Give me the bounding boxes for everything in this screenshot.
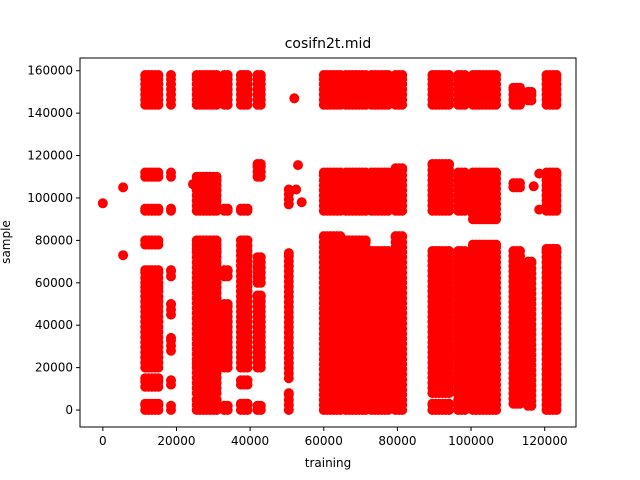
data-point bbox=[222, 203, 233, 214]
data-point bbox=[283, 184, 294, 195]
x-axis-label: training bbox=[305, 456, 352, 470]
data-point bbox=[459, 246, 470, 256]
y-tick-label: 100000 bbox=[27, 191, 73, 205]
data-point bbox=[97, 198, 108, 209]
data-point bbox=[153, 203, 164, 214]
data-point bbox=[534, 168, 545, 179]
x-tick-label: 40000 bbox=[231, 434, 269, 448]
data-point bbox=[222, 400, 233, 411]
data-point bbox=[515, 178, 525, 189]
y-tick-label: 0 bbox=[65, 403, 73, 417]
data-point bbox=[166, 203, 176, 214]
data-point bbox=[360, 235, 371, 246]
y-tick-label: 60000 bbox=[35, 276, 73, 290]
data-point bbox=[444, 398, 454, 409]
y-axis: 0 20000 40000 60000 80000 100000 120000 140000 1… bbox=[27, 64, 80, 417]
y-tick-label: 20000 bbox=[35, 361, 73, 375]
data-point bbox=[222, 265, 233, 276]
data-point bbox=[211, 70, 222, 80]
data-point bbox=[397, 70, 408, 80]
data-point bbox=[118, 182, 129, 193]
x-tick-label: 120000 bbox=[522, 434, 568, 448]
data-point bbox=[551, 243, 562, 254]
data-points bbox=[97, 70, 562, 415]
data-point bbox=[188, 179, 198, 190]
data-point bbox=[397, 231, 408, 242]
data-point bbox=[459, 70, 470, 80]
data-point bbox=[222, 70, 233, 80]
data-point bbox=[383, 246, 394, 256]
data-point bbox=[166, 332, 176, 343]
data-point bbox=[242, 398, 253, 409]
y-tick-label: 80000 bbox=[35, 233, 73, 247]
data-point bbox=[255, 70, 266, 80]
data-point bbox=[166, 400, 176, 411]
y-axis-label: sample bbox=[0, 220, 13, 264]
data-point bbox=[444, 159, 454, 169]
x-tick-label: 100000 bbox=[448, 434, 494, 448]
x-axis: 0 20000 40000 60000 80000 100000 120000 bbox=[99, 427, 568, 448]
data-point bbox=[255, 159, 266, 169]
plot-area-frame bbox=[79, 57, 577, 428]
data-point bbox=[296, 197, 307, 208]
data-point bbox=[515, 246, 525, 256]
data-point bbox=[526, 256, 537, 267]
data-point bbox=[515, 82, 525, 93]
data-point bbox=[491, 167, 502, 178]
data-point bbox=[153, 70, 164, 80]
y-tick-label: 120000 bbox=[27, 149, 73, 163]
data-point bbox=[289, 93, 300, 104]
data-point bbox=[491, 239, 502, 250]
data-point bbox=[153, 235, 164, 246]
data-point bbox=[153, 265, 164, 276]
data-point bbox=[153, 167, 164, 178]
data-point bbox=[283, 248, 294, 259]
data-point bbox=[211, 235, 222, 246]
data-point bbox=[283, 388, 294, 399]
y-tick-label: 140000 bbox=[27, 106, 73, 120]
x-tick-label: 20000 bbox=[157, 434, 195, 448]
data-point bbox=[153, 373, 164, 384]
data-point bbox=[491, 70, 502, 80]
x-tick-label: 0 bbox=[99, 434, 107, 448]
data-point bbox=[255, 290, 266, 301]
data-point bbox=[118, 250, 129, 261]
data-point bbox=[444, 246, 454, 256]
data-point bbox=[534, 204, 545, 215]
data-point bbox=[166, 375, 176, 386]
data-point bbox=[444, 70, 454, 80]
data-point bbox=[242, 70, 253, 80]
data-point bbox=[166, 299, 176, 309]
data-point bbox=[293, 160, 303, 171]
x-tick-label: 60000 bbox=[305, 434, 343, 448]
y-tick-label: 160000 bbox=[27, 64, 73, 78]
data-point bbox=[222, 299, 233, 309]
data-point bbox=[255, 400, 266, 411]
data-point bbox=[551, 70, 562, 80]
data-point bbox=[242, 203, 253, 214]
data-point bbox=[526, 86, 537, 97]
data-point bbox=[383, 70, 394, 80]
data-point bbox=[166, 70, 176, 80]
data-point bbox=[242, 235, 253, 246]
chart-title: cosifn2t.mid bbox=[285, 36, 372, 52]
data-point bbox=[551, 167, 562, 178]
data-point bbox=[166, 265, 176, 276]
y-tick-label: 40000 bbox=[35, 318, 73, 332]
data-point bbox=[153, 398, 164, 409]
data-point bbox=[211, 171, 222, 182]
x-tick-label: 80000 bbox=[378, 434, 416, 448]
data-point bbox=[291, 184, 302, 195]
data-point bbox=[242, 375, 253, 386]
data-point bbox=[166, 167, 176, 178]
data-point bbox=[528, 181, 539, 192]
data-point bbox=[255, 252, 266, 263]
data-point bbox=[397, 163, 408, 174]
data-point bbox=[459, 167, 470, 178]
